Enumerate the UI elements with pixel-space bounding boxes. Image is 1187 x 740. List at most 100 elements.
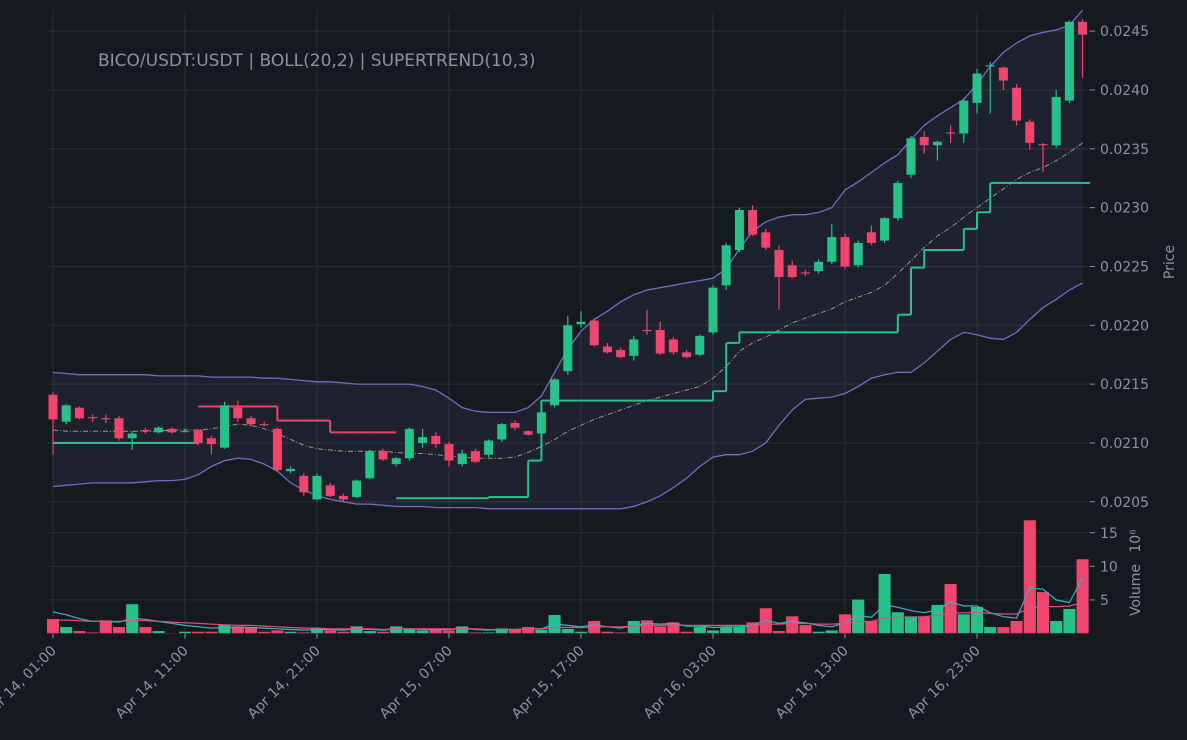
- band-lower: [52, 282, 1083, 510]
- volume-tick-label: 15: [1100, 526, 1118, 542]
- volume-bar: [812, 631, 826, 634]
- volume-bar: [297, 631, 311, 634]
- candle-body: [840, 237, 850, 267]
- candle-body: [800, 272, 810, 274]
- candle-body: [774, 250, 784, 278]
- volume-bar: [191, 631, 205, 634]
- candle-body: [1025, 121, 1035, 143]
- volume-bar: [944, 583, 958, 634]
- volume-bar: [957, 613, 971, 634]
- candle-body: [312, 475, 322, 500]
- candle-body: [523, 431, 533, 435]
- volume-bar: [284, 631, 298, 634]
- volume-bar: [112, 626, 126, 634]
- candle-body: [932, 141, 942, 146]
- candle-body: [299, 475, 309, 493]
- volume-bar: [878, 573, 892, 634]
- volume-bar: [719, 626, 733, 634]
- y-tick-label: 0.0230: [1100, 201, 1149, 217]
- candle-body: [814, 261, 824, 272]
- candle-body: [338, 495, 348, 500]
- candle-body: [708, 287, 718, 333]
- volume-bar: [1010, 620, 1024, 634]
- candle-body: [180, 431, 190, 433]
- volume-bar: [46, 618, 60, 634]
- volume-scale-label: 10⁶: [1128, 529, 1144, 553]
- y-tick-label: 0.0225: [1100, 259, 1149, 275]
- volume-bar: [614, 631, 628, 634]
- candle-body: [919, 137, 929, 146]
- volume-bar: [798, 624, 812, 634]
- volume-bar: [442, 629, 456, 634]
- candle-body: [325, 485, 335, 496]
- volume-bar: [231, 625, 245, 634]
- price-panel: [48, 10, 1090, 510]
- volume-bar: [521, 626, 535, 634]
- candle-body: [114, 418, 124, 439]
- candle-body: [576, 321, 586, 325]
- volume-bar: [706, 629, 720, 634]
- volume-bar: [666, 621, 680, 634]
- volume-bar: [508, 628, 522, 634]
- volume-ma-line: [52, 577, 1084, 631]
- y-tick-label: 0.0220: [1100, 318, 1149, 334]
- candle-body: [378, 451, 388, 460]
- candle-body: [695, 335, 705, 355]
- candle-body: [404, 428, 414, 459]
- candle-body: [233, 407, 243, 419]
- x-tick-label: Apr 14, 01:00: [0, 643, 60, 722]
- volume-bar: [600, 631, 614, 634]
- y-axis-label: Price: [1162, 245, 1178, 279]
- candle-body: [246, 418, 256, 425]
- x-tick-label: Apr 16, 23:00: [905, 643, 984, 722]
- x-tick-label: Apr 14, 21:00: [245, 643, 324, 722]
- candle-body: [457, 453, 467, 465]
- volume-bar: [152, 630, 166, 634]
- volume-bar: [680, 631, 694, 634]
- candle-body: [721, 245, 731, 286]
- volume-bar: [1049, 620, 1063, 634]
- volume-bar: [72, 630, 86, 634]
- candle-body: [88, 417, 98, 419]
- volume-bar: [904, 615, 918, 634]
- volume-bar: [165, 632, 179, 634]
- volume-axis-label: Volume: [1128, 564, 1144, 616]
- candle-body: [444, 444, 454, 461]
- volume-bar: [1076, 558, 1090, 634]
- candle-body: [761, 232, 771, 248]
- x-tick-label: Apr 14, 11:00: [113, 643, 192, 722]
- candle-body: [510, 422, 520, 428]
- candle-body: [101, 418, 111, 420]
- candle-body: [550, 379, 560, 406]
- candle-body: [484, 440, 494, 455]
- candle-body: [48, 394, 58, 420]
- candle-body: [127, 433, 137, 439]
- volume-bar: [891, 611, 905, 634]
- volume-bar: [693, 626, 707, 634]
- volume-bar: [323, 629, 337, 634]
- volume-bar: [204, 631, 218, 634]
- candle-body: [959, 100, 969, 134]
- candle-body: [206, 438, 216, 445]
- candle-body: [1064, 21, 1074, 101]
- candle-body: [655, 330, 665, 354]
- volume-bar: [574, 631, 588, 634]
- volume-bar: [825, 629, 839, 634]
- volume-bar: [996, 626, 1010, 634]
- volume-bar: [495, 627, 509, 634]
- volume-bar: [1023, 519, 1037, 634]
- candle-body: [140, 430, 150, 432]
- candle-body: [286, 468, 296, 472]
- candle-body: [602, 346, 612, 353]
- candle-body: [220, 405, 230, 448]
- candle-body: [629, 339, 639, 356]
- candle-body: [536, 412, 546, 434]
- candle-body: [734, 210, 744, 250]
- candle-body: [682, 352, 692, 358]
- volume-bar: [455, 625, 469, 634]
- volume-bar: [772, 630, 786, 634]
- candle-body: [616, 350, 626, 358]
- volume-bar: [178, 631, 192, 634]
